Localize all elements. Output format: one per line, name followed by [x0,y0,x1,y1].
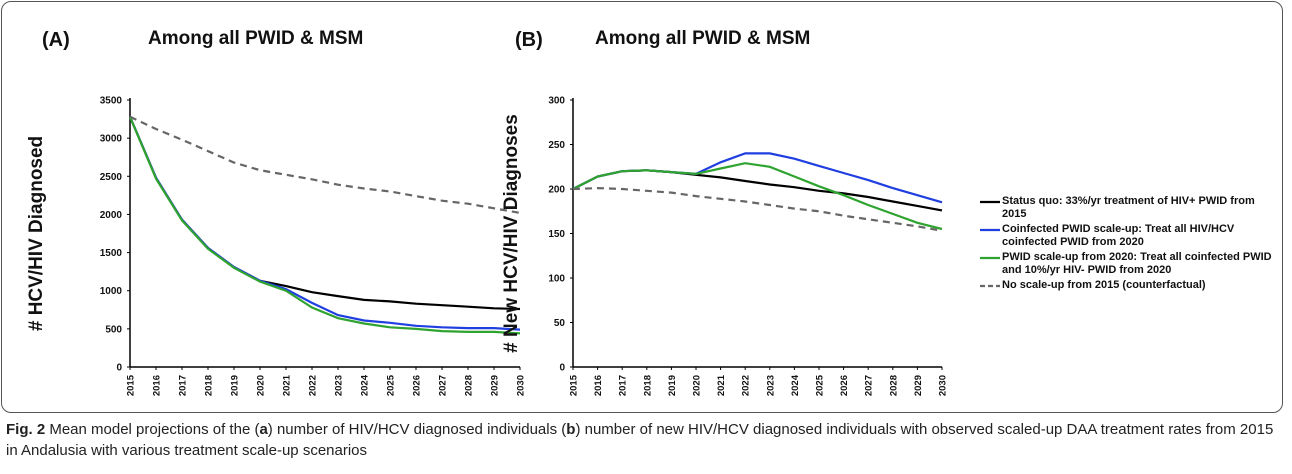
x-tick-label: 2026 [839,375,850,396]
legend-entry: PWID scale-up from 2020: Treat all coinf… [978,251,1278,277]
x-tick-label: 2024 [360,374,371,396]
x-tick-label: 2017 [178,375,189,396]
caption-text: ) number of new HIV/HCV diagnosed indivi… [6,421,1274,459]
caption: Fig. 2 Mean model projections of the (a)… [6,419,1276,461]
x-tick-label: 2028 [464,375,475,396]
x-tick-label: 2017 [618,375,629,396]
legend: Status quo: 33%/yr treatment of HIV+ PWI… [978,195,1278,294]
x-tick-label: 2029 [490,375,501,396]
y-axis-label: # New HCV/HIV Diagnoses [501,114,522,353]
y-tick-label: 50 [554,318,566,329]
x-tick-label: 2023 [765,375,776,396]
caption-text: a [259,421,268,438]
legend-swatch [980,284,1000,288]
x-tick-label: 2028 [888,375,899,396]
panel-label: (B) [515,29,543,51]
caption-text: Fig. 2 [6,421,46,438]
x-tick-label: 2030 [938,375,949,396]
x-tick-label: 2022 [741,375,752,396]
y-tick-label: 2500 [100,172,123,183]
legend-text: PWID scale-up from 2020: Treat all coinf… [1002,251,1272,276]
y-axis-label: # HCV/HIV Diagnosed [26,136,47,331]
legend-entry: Status quo: 33%/yr treatment of HIV+ PWI… [978,195,1278,221]
caption-text: b [566,421,576,438]
legend-swatch [980,256,1000,260]
y-tick-label: 200 [548,185,565,196]
caption-text: Mean model projections of the ( [45,421,260,438]
series-line [128,116,521,331]
x-tick-label: 2018 [204,375,215,396]
x-tick-label: 2015 [126,374,137,396]
x-tick-label: 2025 [815,374,826,396]
legend-entry: No scale-up from 2015 (counterfactual) [978,279,1278,292]
panel-label: (A) [42,29,70,51]
series-line [129,115,521,214]
x-tick-label: 2019 [230,375,241,396]
y-tick-label: 3500 [100,96,123,107]
legend-text: Status quo: 33%/yr treatment of HIV+ PWI… [1002,195,1255,220]
legend-text: Coinfected PWID scale-up: Treat all HIV/… [1002,223,1235,248]
x-tick-label: 2020 [256,375,267,396]
chart-title: Among all PWID & MSM [595,28,810,49]
x-tick-label: 2016 [593,375,604,396]
x-tick-label: 2018 [642,375,653,396]
y-tick-label: 500 [105,324,122,335]
x-tick-label: 2027 [864,375,875,396]
y-tick-label: 0 [559,363,565,374]
y-tick-label: 1500 [100,248,123,259]
x-tick-label: 2015 [569,374,580,396]
y-tick-label: 250 [548,140,565,151]
x-tick-label: 2021 [716,374,727,396]
y-tick-label: 2000 [100,210,123,221]
x-tick-label: 2022 [308,375,319,396]
x-tick-label: 2030 [516,375,527,396]
caption-text: ) number of HIV/HCV diagnosed individual… [267,421,567,438]
x-tick-label: 2026 [412,375,423,396]
x-tick-label: 2016 [152,375,163,396]
y-tick-label: 1000 [100,286,123,297]
series-line [128,116,521,311]
series-line [572,169,943,212]
x-tick-label: 2027 [438,375,449,396]
legend-text: No scale-up from 2015 (counterfactual) [1002,279,1206,291]
x-tick-label: 2020 [692,375,703,396]
chart-title: Among all PWID & MSM [148,28,363,49]
series-line [572,186,943,232]
y-tick-label: 0 [116,363,122,374]
y-tick-label: 150 [548,229,565,240]
x-tick-label: 2029 [913,375,924,396]
x-tick-label: 2024 [790,374,801,396]
x-tick-label: 2025 [386,374,397,396]
y-tick-label: 300 [548,96,565,107]
charts: (A) Among all PWID & MSM # HCV/HIV Diagnos… [26,28,949,396]
y-tick-label: 3000 [100,134,123,145]
x-tick-label: 2023 [334,375,345,396]
series-line [572,152,943,204]
legend-swatch [980,200,1000,204]
x-tick-label: 2021 [282,374,293,396]
x-tick-label: 2019 [667,375,678,396]
legend-entry: Coinfected PWID scale-up: Treat all HIV/… [978,223,1278,249]
frame [1,1,1283,413]
legend-swatch [980,228,1000,232]
y-tick-label: 100 [548,274,565,285]
series-line [572,162,943,231]
series-line [128,116,521,335]
